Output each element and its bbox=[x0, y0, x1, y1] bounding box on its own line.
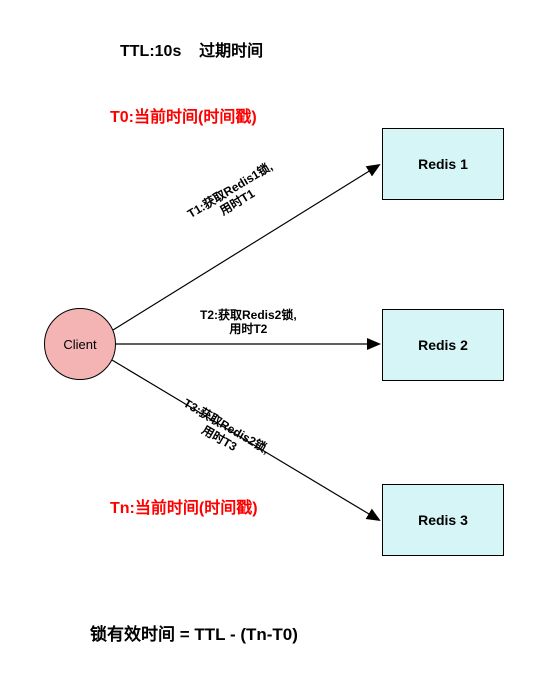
client-node: Client bbox=[44, 308, 116, 380]
redis-3-label: Redis 3 bbox=[418, 512, 468, 528]
edge-label-1: T1:获取Redis1锁, 用时T1 bbox=[185, 159, 283, 233]
ttl-label: TTL:10s bbox=[120, 43, 181, 60]
edge-label-2: T2:获取Redis2锁, 用时T2 bbox=[200, 308, 297, 337]
expiry-label: 过期时间 bbox=[199, 43, 263, 60]
redis-2-label: Redis 2 bbox=[418, 337, 468, 353]
redis-1-label: Redis 1 bbox=[418, 156, 468, 172]
redis-node-1: Redis 1 bbox=[382, 128, 504, 200]
redis-node-2: Redis 2 bbox=[382, 309, 504, 381]
edge-label-3: T3:获取Redis2锁, 用时T3 bbox=[174, 396, 272, 469]
client-label: Client bbox=[63, 337, 96, 352]
tn-label: Tn:当前时间(时间戳) bbox=[110, 494, 258, 518]
redis-node-3: Redis 3 bbox=[382, 484, 504, 556]
t0-label: T0:当前时间(时间戳) bbox=[110, 103, 257, 127]
formula-label: 锁有效时间 = TTL - (Tn-T0) bbox=[90, 620, 298, 645]
